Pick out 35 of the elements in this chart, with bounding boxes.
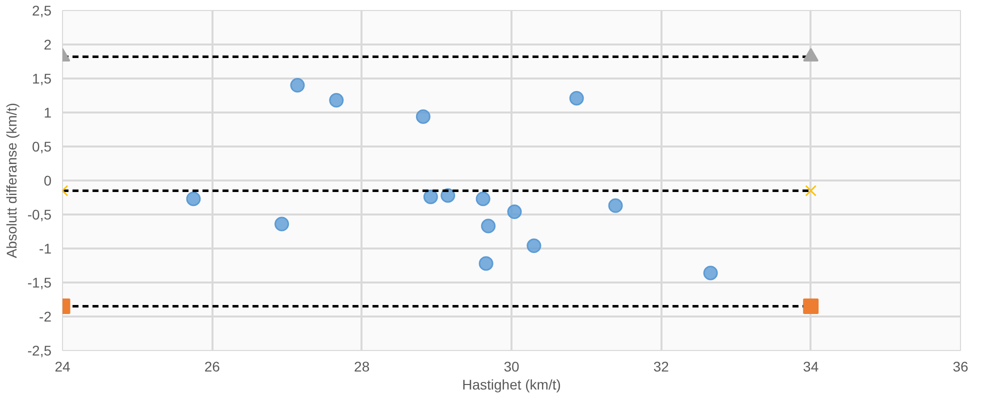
point [526, 238, 542, 254]
y-tick-label: -0,5 [27, 206, 52, 222]
point [569, 90, 584, 106]
y-tick-label: 1 [44, 104, 52, 120]
y-tick-label: 1,5 [32, 70, 52, 86]
y-axis-title: Absolutt differanse (km/t) [3, 102, 20, 258]
y-tick-label: -1 [39, 240, 52, 256]
point [440, 188, 456, 203]
x-tick-label: 30 [504, 358, 520, 374]
y-tick-label: -2,5 [27, 342, 52, 358]
point [423, 190, 438, 204]
point [703, 266, 718, 280]
y-tick-label: -1,5 [27, 274, 52, 290]
point [186, 192, 201, 206]
y-tick-label: 2 [44, 36, 52, 52]
point [608, 198, 623, 213]
x-tick-label: 32 [653, 358, 670, 374]
x-tick-label: 24 [54, 358, 70, 374]
point [329, 93, 344, 108]
x-tick-label: 28 [354, 358, 370, 374]
point [507, 204, 522, 220]
point [416, 109, 430, 124]
point [478, 256, 494, 271]
point [481, 218, 496, 234]
x-axis-title: Hastighet (km/t) [462, 376, 561, 392]
point [274, 216, 290, 232]
x-tick-label: 26 [204, 358, 220, 374]
y-tick-label: 2,5 [32, 2, 52, 18]
y-tick-label: 0,5 [32, 138, 52, 154]
point [476, 192, 490, 206]
y-tick-label: 0 [44, 172, 52, 188]
point [290, 78, 305, 93]
x-tick-label: 34 [803, 358, 819, 374]
y-tick-label: -2 [39, 308, 52, 324]
x-tick-label: 36 [952, 358, 968, 374]
